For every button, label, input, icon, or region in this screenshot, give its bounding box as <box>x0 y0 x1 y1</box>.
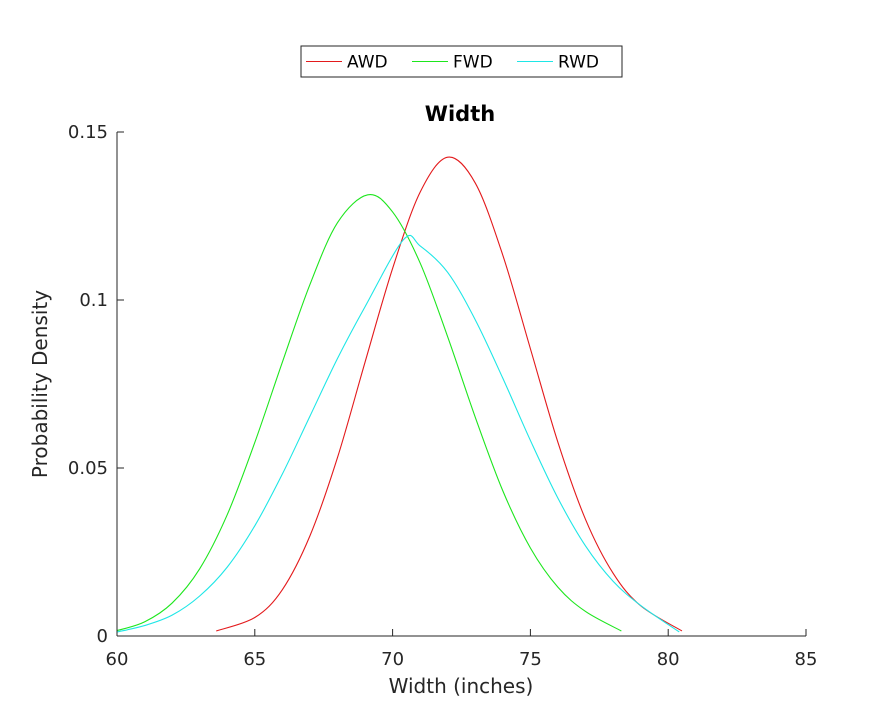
x-axis-label: Width (inches) <box>389 674 534 698</box>
y-ticks: 0 0.05 0.1 0.15 <box>68 122 124 647</box>
legend-label-awd: AWD <box>347 53 388 73</box>
series-line-awd <box>216 156 683 632</box>
legend-label-fwd: FWD <box>453 53 493 73</box>
series-line-fwd <box>116 194 622 632</box>
legend: AWD FWD RWD <box>300 45 623 78</box>
x-tick-label: 80 <box>657 649 680 670</box>
y-tick-label: 0.05 <box>68 458 108 479</box>
x-tick-label: 75 <box>519 649 542 670</box>
axes <box>116 132 806 637</box>
x-tick-label: 85 <box>795 649 818 670</box>
legend-label-rwd: RWD <box>558 53 599 73</box>
y-tick-label: 0.15 <box>68 122 108 143</box>
y-tick-label: 0 <box>97 626 108 647</box>
series-layer <box>116 156 683 633</box>
y-axis-label: Probability Density <box>28 290 52 478</box>
x-tick-label: 60 <box>106 649 129 670</box>
y-tick-label: 0.1 <box>79 290 108 311</box>
x-ticks: 60 65 70 75 80 85 <box>106 629 818 670</box>
legend-box <box>300 45 623 78</box>
series-line-rwd <box>116 234 680 633</box>
x-tick-label: 70 <box>381 649 404 670</box>
chart-title: Width <box>425 102 495 126</box>
x-tick-label: 65 <box>243 649 266 670</box>
